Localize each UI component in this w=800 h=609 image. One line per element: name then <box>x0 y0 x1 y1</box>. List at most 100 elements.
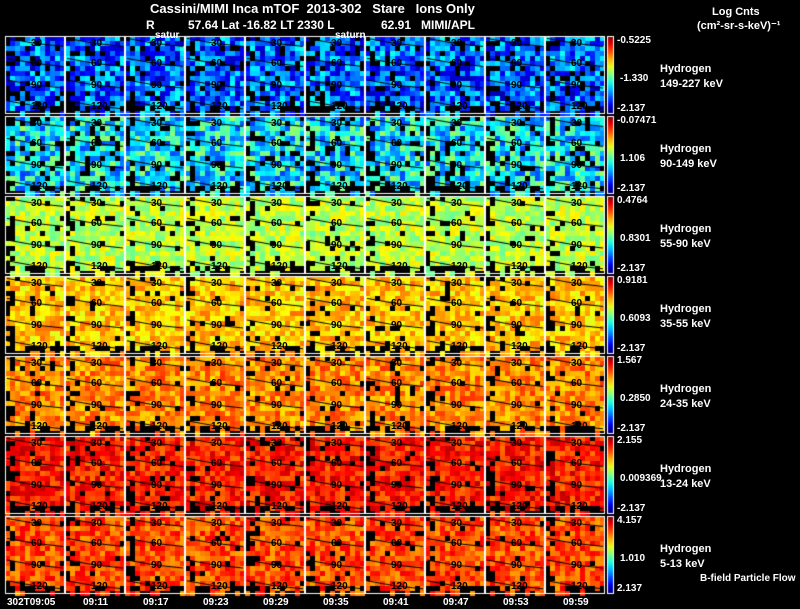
contour-label: 60 <box>31 538 43 549</box>
contour-label: 30 <box>31 518 43 529</box>
contour-label: 60 <box>151 58 163 69</box>
contour-label: 30 <box>211 198 223 209</box>
row-label: Hydrogen 5-13 keV <box>660 542 711 572</box>
contour-label: 120 <box>571 501 588 512</box>
contour-label: 30 <box>391 38 403 49</box>
contour-label: 30 <box>211 118 223 129</box>
contour-label: 120 <box>451 341 468 352</box>
contour-label: 60 <box>571 218 583 229</box>
row-label: Hydrogen 55-90 keV <box>660 222 711 252</box>
contour-label: 90 <box>31 320 43 331</box>
contour-label: 90 <box>151 240 163 251</box>
colorbar-max: 0.4764 <box>617 195 648 206</box>
contour-label: 120 <box>331 261 348 272</box>
contour-label: 90 <box>511 400 523 411</box>
contour-label: 90 <box>331 160 343 171</box>
contour-label: 60 <box>451 538 463 549</box>
energy-range: 149-227 keV <box>660 78 723 90</box>
time-tick: 09:41 <box>383 597 409 608</box>
contour-label: 120 <box>211 181 228 192</box>
contour-label: 120 <box>271 501 288 512</box>
contour-label: 120 <box>451 421 468 432</box>
contour-label: 120 <box>391 261 408 272</box>
contour-label: 30 <box>331 198 343 209</box>
contour-label: 90 <box>511 560 523 571</box>
colorbar-min: -2.137 <box>617 263 646 274</box>
contour-label: 30 <box>571 38 583 49</box>
contour-label: 30 <box>511 118 523 129</box>
units-label: Log Cnts <box>712 6 760 18</box>
contour-label: 90 <box>571 480 583 491</box>
contour-label: 60 <box>31 218 43 229</box>
contour-label: 30 <box>31 358 43 369</box>
contour-label: 30 <box>31 278 43 289</box>
contour-label: 30 <box>391 358 403 369</box>
contour-label: 30 <box>331 438 343 449</box>
contour-label: 60 <box>211 58 223 69</box>
contour-label: 90 <box>151 160 163 171</box>
energy-range: 35-55 keV <box>660 318 711 330</box>
contour-label: 60 <box>91 378 103 389</box>
contour-label: 120 <box>511 261 528 272</box>
contour-label: 30 <box>151 358 163 369</box>
contour-label: 60 <box>151 218 163 229</box>
contour-label: 30 <box>151 38 163 49</box>
contour-label: 120 <box>451 101 468 112</box>
contour-label: 90 <box>211 320 223 331</box>
units-formula: (cm²-sr-s-keV)⁻¹ <box>697 20 781 32</box>
contour-label: 120 <box>571 581 588 592</box>
contour-label: 60 <box>91 138 103 149</box>
time-tick: 09:53 <box>503 597 529 608</box>
contour-label: 30 <box>91 438 103 449</box>
contour-label: 120 <box>91 341 108 352</box>
contour-label: 30 <box>511 198 523 209</box>
contour-label: 120 <box>211 581 228 592</box>
contour-label: 60 <box>571 378 583 389</box>
colorbar-min: -2.137 <box>617 503 646 514</box>
contour-label: 30 <box>211 518 223 529</box>
contour-label: 30 <box>31 438 43 449</box>
species: Hydrogen <box>660 383 712 395</box>
contour-label: 90 <box>451 560 463 571</box>
contour-label: 30 <box>391 118 403 129</box>
contour-label: 30 <box>271 518 283 529</box>
contour-label: 90 <box>271 320 283 331</box>
contour-label: 30 <box>91 38 103 49</box>
contour-label: 30 <box>31 38 43 49</box>
contour-label: 60 <box>451 378 463 389</box>
contour-label: 120 <box>451 181 468 192</box>
planet-label: saturn <box>335 30 366 41</box>
contour-label: 60 <box>31 378 43 389</box>
contour-label: 60 <box>391 218 403 229</box>
contour-label: 90 <box>511 160 523 171</box>
colorbar-mid: 0.8301 <box>620 233 651 244</box>
contour-label: 120 <box>391 341 408 352</box>
contour-label: 30 <box>151 278 163 289</box>
contour-label: 120 <box>571 421 588 432</box>
colorbar-mid: 0.009369 <box>620 473 662 484</box>
contour-label: 30 <box>511 518 523 529</box>
contour-label: 120 <box>271 101 288 112</box>
contour-label: 60 <box>91 218 103 229</box>
contour-label: 120 <box>31 341 48 352</box>
contour-label: 60 <box>91 538 103 549</box>
time-tick: 09:29 <box>263 597 289 608</box>
contour-label: 90 <box>511 80 523 91</box>
contour-label: 120 <box>271 421 288 432</box>
contour-label: 90 <box>331 320 343 331</box>
species: Hydrogen <box>660 543 712 555</box>
contour-label: 90 <box>571 80 583 91</box>
colorbar-max: 4.157 <box>617 515 643 526</box>
contour-label: 30 <box>511 278 523 289</box>
contour-label: 120 <box>271 341 288 352</box>
contour-label: 120 <box>271 581 288 592</box>
contour-label: 120 <box>511 101 528 112</box>
contour-label: 120 <box>91 501 108 512</box>
contour-label: 60 <box>151 538 163 549</box>
contour-label: 90 <box>31 400 43 411</box>
contour-label: 90 <box>151 560 163 571</box>
contour-label: 30 <box>31 198 43 209</box>
contour-label: 30 <box>451 358 463 369</box>
contour-label: 30 <box>151 438 163 449</box>
